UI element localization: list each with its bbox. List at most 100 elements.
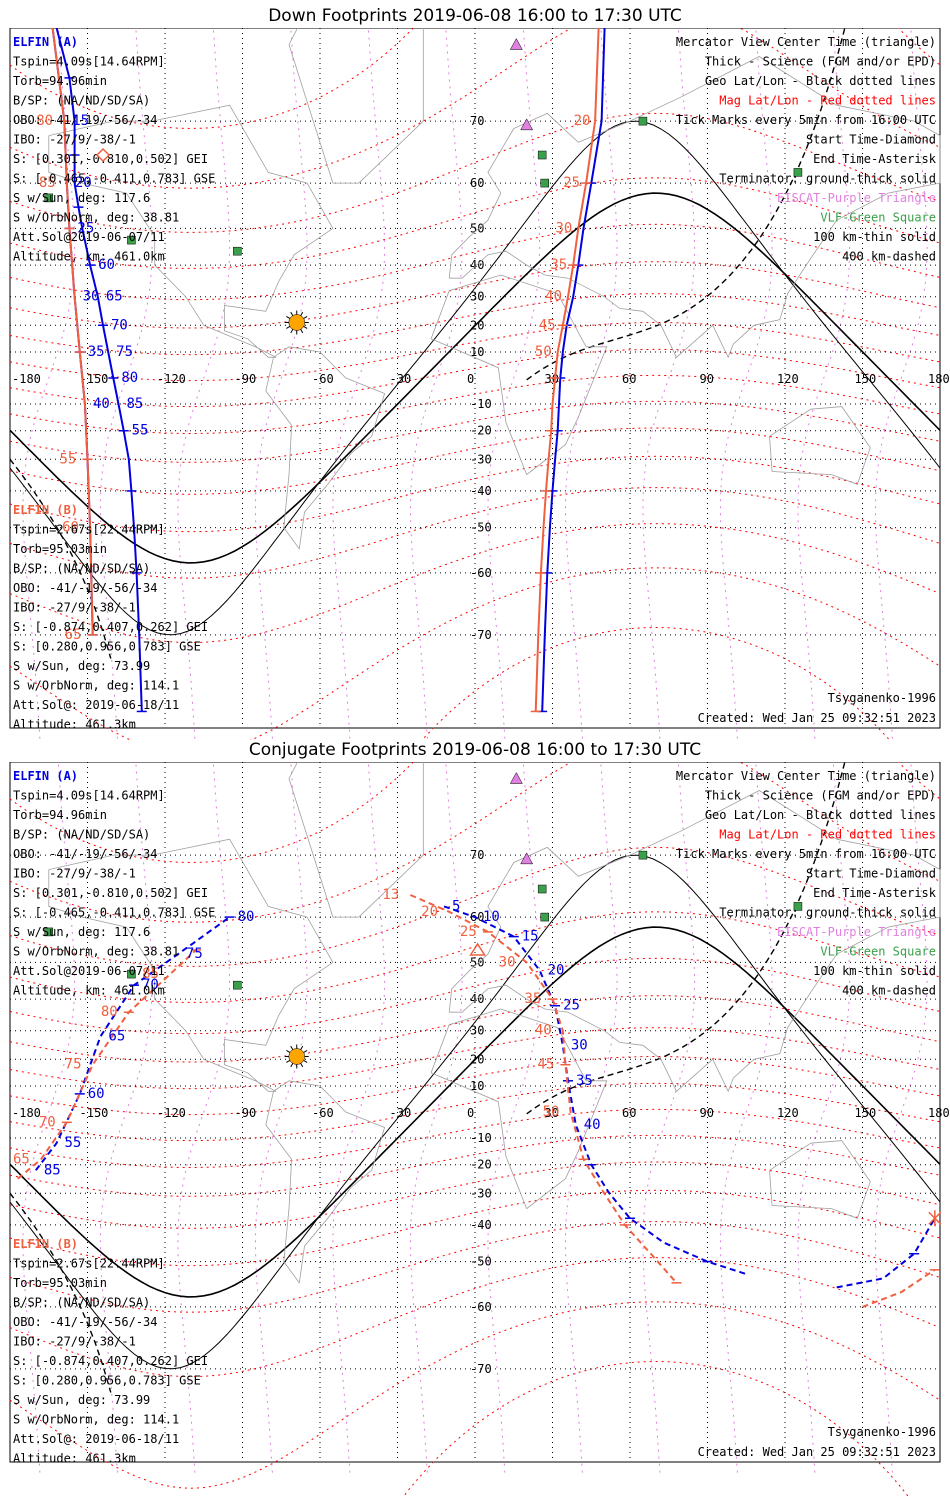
legend-entry: Geo Lat/Lon - Black dotted lines	[705, 74, 936, 88]
continent-outline	[769, 406, 871, 485]
elfin-a-time-label: 15	[72, 113, 89, 129]
elfin-a-track	[836, 1217, 936, 1289]
footer-model: Tsyganenko-1996	[828, 691, 936, 705]
lon-tick-label: 30	[545, 1106, 559, 1120]
conjugate-footprints-map: -180 -150 -120 -90 -60 -30 0 30 60 90 120 150 180-70…	[9, 762, 950, 1497]
elfin-b-time-label: 50	[543, 1104, 560, 1120]
elfin-a-time-label: 20	[75, 175, 92, 191]
elfin-a-info-line: S w/OrbNorm, deg: 38.81	[13, 211, 179, 225]
lon-tick-label: -180	[12, 1106, 41, 1120]
terminator-100km	[9, 120, 941, 636]
mag-lon-line	[99, 28, 153, 739]
elfin-b-track	[17, 949, 197, 1180]
legend-entry: Mag Lat/Lon - Red dotted lines	[719, 94, 936, 108]
lat-tick-label: 20	[470, 1052, 484, 1066]
continent-outline	[48, 104, 334, 358]
elfin-a-info-line: Altitude, km: 461.0km	[13, 984, 165, 998]
elfin-b-time-label: 75	[65, 1057, 82, 1073]
lon-tick-label: 0	[467, 372, 474, 386]
lat-tick-label: 70	[470, 114, 484, 128]
lat-tick-label: -60	[470, 566, 492, 580]
legend-entry: Tick Marks every 5min from 16:00 UTC	[676, 847, 936, 861]
mag-lon-line	[332, 28, 386, 739]
continent-outline	[265, 1080, 386, 1284]
elfin-a-info-line: S: [-0.465,-0.411,0.783] GSE	[13, 906, 215, 920]
elfin-b-time-label: 20	[421, 904, 438, 920]
elfin-b-time-label: 25	[460, 924, 477, 940]
sun-icon	[288, 314, 305, 331]
mag-lon-line	[564, 28, 618, 739]
terminator-400km	[526, 762, 846, 1115]
footer-created: Created: Wed Jan 25 09:32:51 2023	[698, 1445, 936, 1459]
legend-entry: Terminator: ground-thick solid	[719, 906, 936, 920]
elfin-b-time-label: 45	[539, 317, 556, 333]
legend-entry: Thick - Science (FGM and/or EPD)	[705, 55, 936, 69]
legend-entry: 100 km-thin solid	[813, 230, 936, 244]
mag-lat-line	[9, 1189, 941, 1267]
vlf-station-square	[44, 927, 53, 937]
elfin-a-time-label: 5	[452, 898, 460, 914]
elfin-b-info-line: IBO: -27/9/-38/-1	[13, 1335, 136, 1349]
lon-tick-label: 90	[700, 372, 714, 386]
legend-entry: 400 km-dashed	[842, 250, 936, 264]
elfin-a-info-line: OBO: -41/-19/-56/-34	[13, 847, 158, 861]
down-footprints-map: -180 -150 -120 -90 -60 -30 0 30 60 90 120 150 180-70…	[9, 28, 950, 740]
elfin-b-time-label: 30	[556, 220, 573, 236]
lat-tick-label: 70	[470, 848, 484, 862]
elfin-a-info-line: IBO: -27/9/-38/-1	[13, 867, 136, 881]
legend-entry: VLF-Green Square	[820, 211, 936, 225]
vlf-station-square	[638, 116, 648, 126]
mag-lon-line	[642, 28, 696, 739]
elfin-a-info-line: S: [-0.465,-0.411,0.783] GSE	[13, 172, 215, 186]
elfin-b-time-label: 80	[101, 1004, 118, 1020]
elfin-b-info-line: Att.Sol@: 2019-06-18/11	[13, 1432, 179, 1446]
legend-entry: Geo Lat/Lon - Black dotted lines	[705, 808, 936, 822]
elfin-b-time-label: 80	[36, 113, 53, 129]
elfin-b-info-line: S w/OrbNorm, deg: 114.1	[13, 679, 179, 693]
vlf-station-square	[127, 969, 136, 979]
elfin-b-info-line: S w/Sun, deg: 73.99	[13, 1393, 150, 1407]
lat-tick-label: -40	[470, 484, 492, 498]
mag-lon-line	[254, 762, 308, 1473]
elfin-b-track	[51, 28, 94, 635]
elfin-b-info-line: S w/OrbNorm, deg: 114.1	[13, 1413, 179, 1427]
mag-lat-line	[9, 762, 941, 864]
legend-entry: VLF-Green Square	[820, 945, 936, 959]
elfin-b-time-label: 60	[62, 520, 79, 536]
legend-entry: 100 km-thin solid	[813, 964, 936, 978]
lon-tick-label: 180	[928, 372, 950, 386]
elfin-a-info-line: B/SP: (NA/ND/SD/SA)	[13, 94, 150, 108]
mag-lon-line	[22, 762, 76, 1473]
elfin-b-time-label: 65	[13, 1151, 30, 1167]
legend-entry: Mercator View Center Time (triangle)	[676, 769, 936, 783]
lon-tick-label: -30	[390, 1106, 412, 1120]
vlf-station-square	[638, 850, 648, 860]
lon-tick-label: -90	[235, 1106, 257, 1120]
vlf-station-square	[44, 193, 53, 203]
footer-model: Tsyganenko-1996	[828, 1425, 936, 1439]
lat-tick-label: 60	[470, 910, 484, 924]
lon-tick-label: 180	[928, 1106, 950, 1120]
mag-lat-line	[9, 523, 941, 644]
elfin-a-time-label: 60	[98, 257, 115, 273]
elfin-b-info-line: Altitude: 461.3km	[13, 1452, 136, 1466]
elfin-a-track	[443, 905, 747, 1276]
elfin-a-info-line: Tspin=4.09s[14.64RPM]	[13, 789, 165, 803]
vlf-station-square	[540, 912, 549, 922]
mag-lon-line	[409, 762, 463, 1473]
elfin-a-time-label: 75	[186, 946, 203, 962]
lat-tick-label: -60	[470, 1300, 492, 1314]
vlf-station-square	[793, 168, 803, 177]
lat-tick-label: -30	[470, 1186, 492, 1200]
elfin-b-time-label: 35	[525, 991, 542, 1007]
legend-entry: Start Time-Diamond	[806, 867, 936, 881]
mag-lat-line	[9, 1134, 941, 1197]
mag-lon-line	[254, 28, 308, 739]
lat-tick-label: -20	[470, 1158, 492, 1172]
lat-tick-label: 50	[470, 221, 484, 235]
legend-entry: 400 km-dashed	[842, 984, 936, 998]
panel-title: Conjugate Footprints 2019-06-08 16:00 to…	[248, 740, 702, 760]
elfin-a-time-label: 35	[88, 344, 105, 360]
elfin-a-time-label: 65	[108, 1029, 125, 1045]
elfin-a-time-label: 70	[142, 977, 159, 993]
